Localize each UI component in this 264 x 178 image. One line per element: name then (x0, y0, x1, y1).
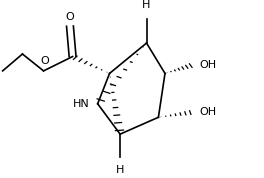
Text: OH: OH (199, 60, 216, 70)
Text: HN: HN (73, 99, 90, 109)
Text: H: H (116, 165, 124, 175)
Text: OH: OH (199, 107, 216, 117)
Text: O: O (40, 56, 49, 66)
Text: O: O (65, 12, 74, 22)
Text: H: H (142, 0, 151, 10)
